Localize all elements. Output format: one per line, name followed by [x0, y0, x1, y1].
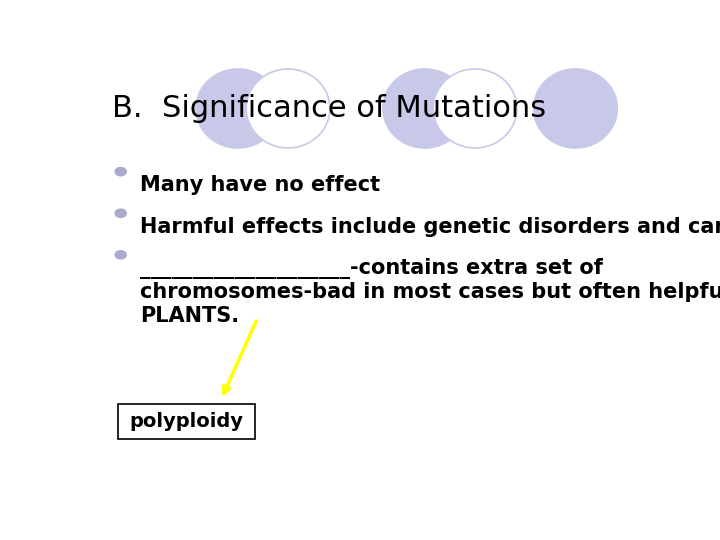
- Circle shape: [115, 167, 126, 176]
- Ellipse shape: [246, 69, 330, 148]
- Ellipse shape: [196, 69, 280, 148]
- Circle shape: [115, 251, 126, 259]
- Text: polyploidy: polyploidy: [129, 412, 243, 431]
- FancyBboxPatch shape: [118, 404, 255, 439]
- Text: B.  Significance of Mutations: B. Significance of Mutations: [112, 94, 546, 123]
- Text: Harmful effects include genetic disorders and cancer: Harmful effects include genetic disorder…: [140, 217, 720, 237]
- Ellipse shape: [383, 69, 467, 148]
- Ellipse shape: [433, 69, 517, 148]
- Ellipse shape: [534, 69, 617, 148]
- Circle shape: [115, 209, 126, 218]
- Text: ____________________-contains extra set of
chromosomes-bad in most cases but oft: ____________________-contains extra set …: [140, 258, 720, 326]
- Text: Many have no effect: Many have no effect: [140, 175, 380, 195]
